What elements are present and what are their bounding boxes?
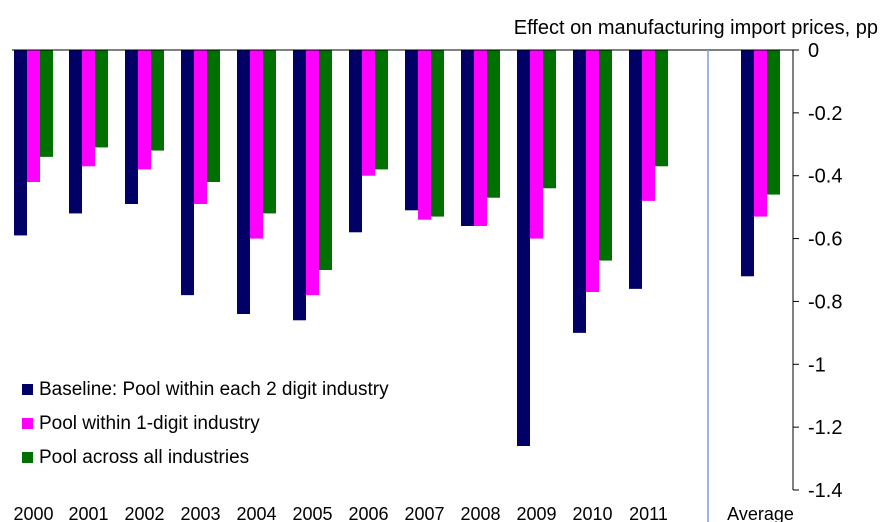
bar-2002-series-2 [138, 50, 151, 170]
y-tick-label: -1 [808, 354, 826, 376]
bar-2003-series-3 [207, 50, 220, 182]
bar-2004-series-2 [250, 50, 263, 239]
bar-2004-series-3 [263, 50, 276, 214]
bar-Average-series-1 [741, 50, 754, 277]
x-tick-label: 2011 [629, 504, 668, 522]
x-tick-label: 2004 [236, 504, 276, 522]
x-axis-labels: 2000 2001 2002 2003 2004 2005 2006 2007 2008 2009… [13, 504, 793, 522]
x-tick-label: 2001 [68, 504, 108, 522]
bar-2011-series-1 [629, 50, 642, 289]
bar-2010-series-1 [573, 50, 586, 333]
bar-Average-series-3 [767, 50, 780, 195]
y-tick-label: -0.8 [808, 291, 842, 313]
bar-2006-series-3 [375, 50, 388, 170]
legend-swatch [22, 418, 33, 429]
y-axis-ticks: 0 -0.2 -0.4 -0.6 -0.8 -1 -1.2 -1.4 [793, 40, 842, 502]
x-tick-label: 2009 [516, 504, 556, 522]
bar-2000-series-1 [14, 50, 27, 236]
x-tick-label: 2000 [13, 504, 53, 522]
bar-2007-series-2 [418, 50, 431, 220]
bar-2001-series-1 [69, 50, 82, 214]
bar-Average-series-2 [754, 50, 767, 217]
y-tick-label: -0.2 [808, 103, 842, 125]
legend-label: Pool within 1-digit industry [39, 413, 260, 434]
bar-2009-series-3 [543, 50, 556, 189]
y-tick-label: -0.4 [808, 166, 842, 188]
x-tick-label: 2002 [124, 504, 164, 522]
bar-2011-series-2 [642, 50, 655, 201]
x-tick-label: 2010 [572, 504, 612, 522]
legend: Baseline: Pool within each 2 digit indus… [22, 379, 389, 468]
legend-swatch [22, 384, 33, 395]
bar-2006-series-2 [362, 50, 375, 176]
bar-2008-series-1 [461, 50, 474, 226]
x-tick-label: 2003 [180, 504, 220, 522]
bar-2006-series-1 [349, 50, 362, 233]
bar-2001-series-3 [95, 50, 108, 148]
bar-2002-series-1 [125, 50, 138, 204]
bar-2004-series-1 [237, 50, 250, 314]
bar-2009-series-2 [530, 50, 543, 239]
bar-2009-series-1 [517, 50, 530, 446]
bar-2003-series-1 [181, 50, 194, 296]
bar-2005-series-2 [306, 50, 319, 296]
legend-swatch [22, 452, 33, 463]
bar-2010-series-2 [586, 50, 599, 292]
y-tick-label: -1.4 [808, 480, 842, 502]
x-tick-label: 2005 [292, 504, 332, 522]
bar-2010-series-3 [599, 50, 612, 261]
legend-label: Pool across all industries [39, 447, 249, 468]
x-tick-label: Average [727, 504, 794, 522]
bar-2003-series-2 [194, 50, 207, 204]
bar-2001-series-2 [82, 50, 95, 167]
bar-2011-series-3 [655, 50, 668, 167]
bar-2005-series-1 [293, 50, 306, 321]
bar-2007-series-1 [405, 50, 418, 211]
bar-2007-series-3 [431, 50, 444, 217]
bar-2000-series-3 [40, 50, 53, 157]
bar-2008-series-3 [487, 50, 500, 198]
legend-label: Baseline: Pool within each 2 digit indus… [39, 379, 389, 400]
bar-2008-series-2 [474, 50, 487, 226]
bar-2002-series-3 [151, 50, 164, 151]
bar-2000-series-2 [27, 50, 40, 182]
bar-2005-series-3 [319, 50, 332, 270]
x-tick-label: 2007 [404, 504, 444, 522]
bars-group [12, 49, 793, 446]
y-tick-label: -1.2 [808, 417, 842, 439]
y-tick-label: 0 [808, 40, 819, 62]
chart-title: Effect on manufacturing import prices, p… [514, 17, 878, 39]
x-tick-label: 2008 [460, 504, 500, 522]
y-tick-label: -0.6 [808, 229, 842, 251]
x-tick-label: 2006 [348, 504, 388, 522]
